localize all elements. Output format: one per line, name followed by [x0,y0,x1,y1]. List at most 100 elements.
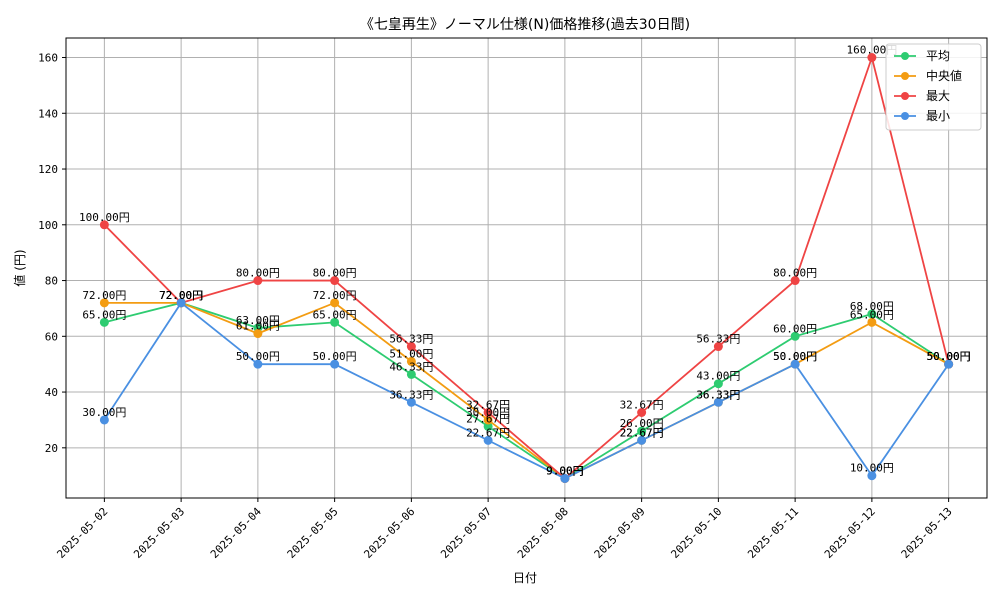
y-tick-label: 40 [45,386,58,399]
data-point [99,220,109,230]
grid-lines [66,38,987,498]
y-tick-label: 140 [38,107,58,120]
data-label: 51.00円 [389,347,433,360]
data-point [406,397,416,407]
data-point [253,276,263,286]
data-label: 50.00円 [927,350,971,363]
data-point [637,407,647,417]
data-point [99,317,109,327]
data-label: 61.00円 [236,320,280,333]
x-tick-label: 2025-05-02 [54,505,110,561]
data-label: 36.33円 [696,388,740,401]
x-tick-label: 2025-05-12 [822,505,878,561]
series-line-2 [103,54,950,480]
data-label: 65.00円 [82,308,126,321]
data-point [713,397,723,407]
data-label: 9.00円 [546,464,584,477]
legend-box [885,43,982,131]
data-point [637,435,647,445]
data-label: 36.33円 [389,388,433,401]
data-point [483,407,493,417]
y-tick-label: 60 [45,330,58,343]
data-point [99,415,109,425]
data-label: 32.67円 [466,398,510,411]
data-labels: 65.00円 72.00円 63.00円 65.00円 46.33円 27.67円 9.00… [79,44,971,478]
legend-label: 平均 [926,49,950,63]
data-point [944,359,954,369]
data-label: 43.00円 [696,370,740,383]
x-tick-label: 2025-05-10 [668,505,724,561]
data-point [867,317,877,327]
data-label: 50.00円 [236,350,280,363]
data-point [253,359,263,369]
data-label: 160.00円 [847,44,898,57]
data-label: 65.00円 [313,308,357,321]
x-tick-label: 2025-05-05 [285,505,341,561]
legend-swatch-marker [901,52,909,60]
data-point [330,276,340,286]
data-point [176,298,186,308]
data-label: 27.67円 [466,412,510,425]
data-point [713,379,723,389]
data-label: 68.00円 [850,300,894,313]
data-label: 100.00円 [79,211,130,224]
x-tick-label: 2025-05-06 [361,505,417,561]
data-label: 50.00円 [773,350,817,363]
data-label: 50.00円 [773,350,817,363]
plot-frame [65,37,988,499]
y-tick-label: 20 [45,442,58,455]
data-point [483,415,493,425]
x-tick-label: 2025-05-11 [745,505,801,561]
data-point [790,276,800,286]
data-label: 26.00円 [620,417,664,430]
data-point [406,342,416,352]
data-label: 30.00円 [466,406,510,419]
data-label: 22.67円 [620,426,664,439]
chart-title: 《七皇再生》ノーマル仕様(N)価格推移(過去30日間) [360,17,690,33]
series-group [99,53,954,483]
data-label: 80.00円 [773,267,817,280]
data-label: 50.00円 [927,350,971,363]
data-label: 50.00円 [313,350,357,363]
data-label: 65.00円 [850,308,894,321]
y-tick-label: 100 [38,219,58,232]
series-line-3 [103,301,950,480]
x-tick-label: 2025-05-04 [208,505,264,561]
data-label: 72.00円 [82,289,126,302]
data-label: 56.33円 [696,333,740,346]
data-point [330,359,340,369]
data-label: 30.00円 [82,406,126,419]
legend-swatch-marker [901,112,909,120]
legend-label: 最小 [926,109,950,123]
data-point [99,298,109,308]
data-label: 80.00円 [236,267,280,280]
data-point [406,369,416,379]
legend-label: 中央値 [926,68,962,83]
data-point [637,426,647,436]
y-tick-label: 160 [38,52,58,65]
data-point [790,331,800,341]
data-label: 46.33円 [389,360,433,373]
legend-label: 最大 [926,89,950,103]
data-label: 72.00円 [159,289,203,302]
y-tick-label: 120 [38,163,58,176]
legend-swatch-marker [901,72,909,80]
series-line-1 [104,301,950,480]
data-label: 72.00円 [159,289,203,302]
y-axis-label: 値 (円) [12,249,27,286]
data-point [330,298,340,308]
data-point [867,53,877,63]
data-label: 72.00円 [159,289,203,302]
data-point [560,473,570,483]
data-label: 9.00円 [546,464,584,477]
data-point [406,356,416,366]
data-point [867,309,877,319]
data-label: 72.00円 [159,289,203,302]
data-label: 80.00円 [313,267,357,280]
data-label: 60.00円 [773,322,817,335]
data-point [713,342,723,352]
series-line-0 [104,301,950,480]
data-label: 50.00円 [927,350,971,363]
x-tick-label: 2025-05-08 [515,505,571,561]
